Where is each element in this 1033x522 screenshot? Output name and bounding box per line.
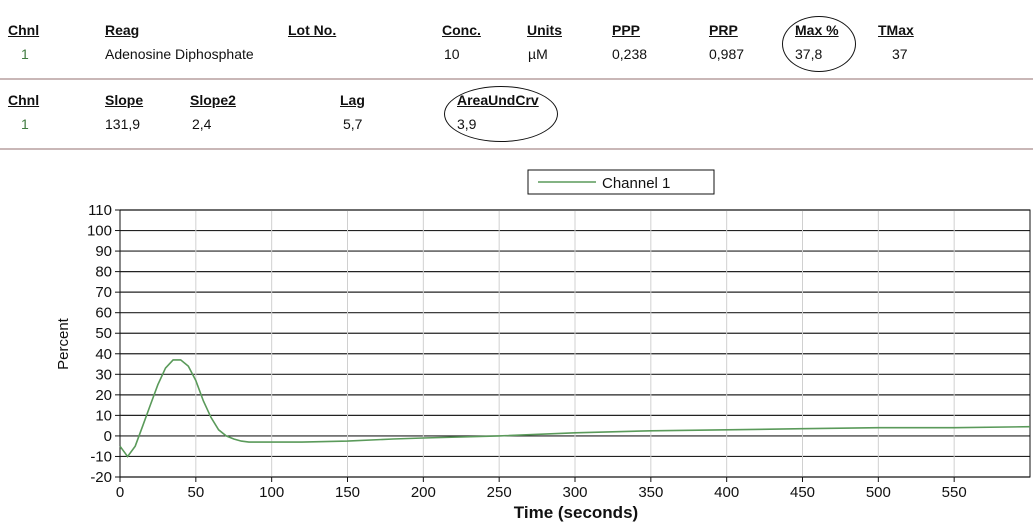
header-prp: PRP	[709, 22, 738, 38]
x-tick-label: 200	[411, 484, 436, 501]
x-tick-label: 350	[638, 484, 663, 501]
y-tick-label: -10	[90, 448, 112, 465]
value-prp: 0,987	[709, 46, 745, 62]
x-tick-label: 0	[116, 484, 124, 501]
y-tick-label: 70	[95, 284, 112, 301]
y-tick-label: 60	[95, 305, 112, 322]
y-tick-label: 80	[95, 264, 112, 281]
value-units: µM	[528, 46, 548, 62]
header-slope2: Slope2	[190, 92, 236, 108]
y-tick-label: 100	[87, 223, 112, 240]
y-tick-label: 20	[95, 387, 112, 404]
value-reag: Adenosine Diphosphate	[105, 46, 254, 62]
x-tick-label: 300	[562, 484, 587, 501]
value-chnl-2: 1	[21, 116, 29, 132]
header-ppp: PPP	[612, 22, 641, 38]
x-tick-label: 400	[714, 484, 739, 501]
y-axis-label: Percent	[55, 317, 72, 370]
y-tick-label: 110	[88, 202, 112, 219]
divider-2	[0, 148, 1033, 150]
header-reag: Reag	[105, 22, 140, 38]
legend-box	[527, 169, 715, 195]
x-tick-label: 150	[335, 484, 360, 501]
x-tick-label: 100	[259, 484, 284, 501]
y-tick-label: 0	[104, 428, 112, 445]
header-chnl-2: Chnl	[8, 92, 40, 108]
area-highlight-circle	[444, 86, 558, 142]
y-tick-label: 90	[95, 243, 112, 260]
value-conc: 10	[444, 46, 460, 62]
y-tick-label: 10	[95, 407, 112, 424]
header-units: Units	[527, 22, 562, 38]
divider-1	[0, 78, 1033, 80]
value-chnl: 1	[21, 46, 29, 62]
legend: Channel 1	[527, 169, 715, 195]
value-ppp: 0,238	[612, 46, 648, 62]
value-slope: 131,9	[105, 116, 141, 132]
header-slope: Slope	[105, 92, 144, 108]
max-pct-highlight-circle	[782, 16, 856, 72]
value-lag: 5,7	[343, 116, 363, 132]
x-tick-label: 250	[487, 484, 512, 501]
header-conc: Conc.	[442, 22, 481, 38]
x-tick-label: 450	[790, 484, 815, 501]
legend-label: Channel 1	[602, 175, 670, 192]
header-chnl: Chnl	[8, 22, 40, 38]
y-tick-label: 50	[95, 325, 112, 342]
header-lag: Lag	[340, 92, 365, 108]
value-slope2: 2,4	[192, 116, 212, 132]
y-tick-label: 40	[95, 346, 112, 363]
x-tick-label: 50	[187, 484, 204, 501]
y-tick-label: 30	[95, 366, 112, 383]
header-tmax: TMax	[878, 22, 914, 38]
value-tmax: 37	[892, 46, 908, 62]
x-tick-label: 500	[866, 484, 891, 501]
y-tick-label: -20	[90, 469, 112, 486]
x-axis-label: Time (seconds)	[514, 503, 638, 522]
series-line-channel-1	[119, 359, 1031, 458]
x-tick-label: 550	[942, 484, 967, 501]
plot-frame	[119, 209, 1031, 478]
header-lot-no: Lot No.	[288, 22, 337, 38]
chart-grid	[119, 209, 1030, 478]
